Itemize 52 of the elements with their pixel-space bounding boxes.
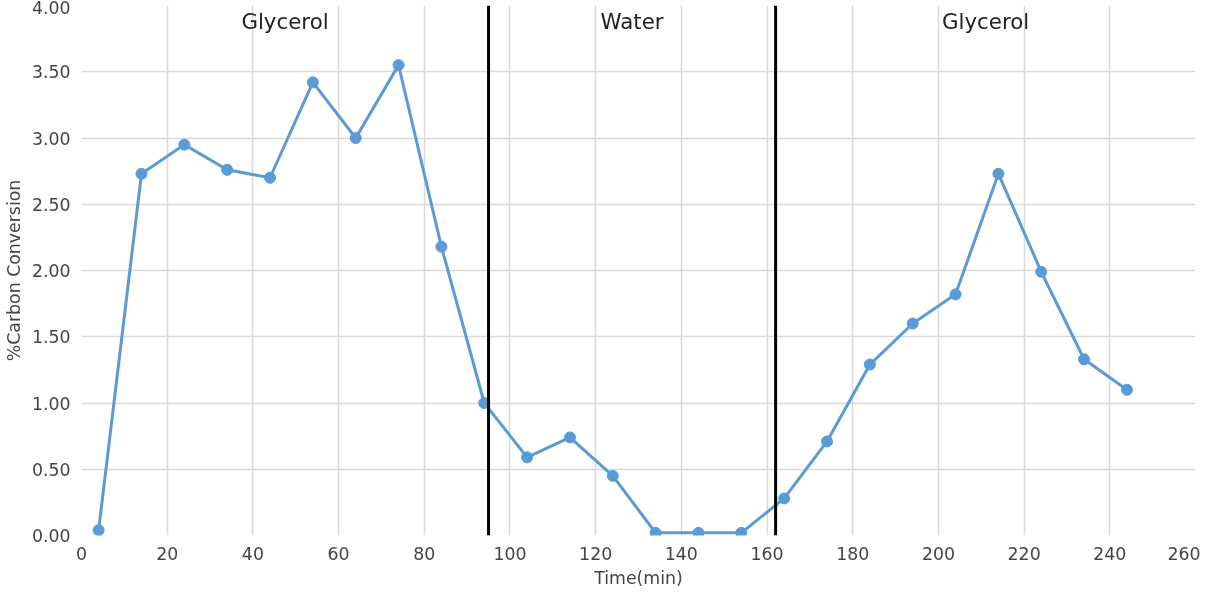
- x-tick-label: 160: [750, 543, 784, 564]
- y-tick-label: 0.00: [31, 526, 71, 546]
- x-tick-label: 40: [241, 543, 264, 564]
- y-tick-label: 1.50: [31, 327, 71, 348]
- point: [1120, 383, 1133, 396]
- point: [306, 76, 319, 89]
- x-tick-label: 240: [1093, 543, 1127, 564]
- point: [221, 163, 234, 176]
- y-tick-label: 1.00: [31, 393, 71, 414]
- point: [821, 435, 834, 448]
- x-tick-label: 140: [664, 543, 698, 564]
- point: [392, 59, 405, 72]
- point: [692, 526, 705, 536]
- point: [1078, 353, 1091, 366]
- point: [906, 317, 919, 330]
- point: [435, 240, 448, 253]
- point: [992, 167, 1005, 180]
- point: [606, 469, 619, 482]
- point: [735, 526, 748, 536]
- y-tick-label: 2.00: [31, 261, 71, 281]
- y-tick-label: 2.50: [31, 194, 71, 215]
- x-tick-label: 180: [836, 543, 870, 564]
- x-tick-label: 20: [156, 543, 179, 564]
- x-tick-label: 100: [493, 543, 527, 564]
- x-tick-label: 260: [1167, 543, 1201, 564]
- point: [135, 167, 148, 180]
- x-tick-label: 60: [327, 543, 350, 564]
- y-tick-label: 3.00: [31, 128, 71, 149]
- point: [264, 171, 277, 184]
- annotation: Glycerol: [941, 9, 1030, 34]
- point: [863, 358, 876, 371]
- x-axis-title: Time(min): [593, 567, 683, 588]
- point: [1035, 265, 1048, 278]
- y-tick-label: 0.50: [31, 459, 71, 480]
- point: [92, 524, 105, 536]
- annotation: Water: [600, 9, 664, 34]
- annotation: Glycerol: [241, 9, 329, 34]
- point: [178, 138, 191, 151]
- point: [649, 526, 662, 536]
- point: [521, 451, 534, 464]
- y-tick-label: 3.50: [31, 62, 71, 83]
- point: [778, 492, 791, 505]
- y-tick-label: 4.00: [31, 0, 71, 18]
- point: [949, 288, 962, 301]
- x-tick-label: 80: [413, 543, 436, 564]
- point: [563, 431, 576, 444]
- x-tick-label: 120: [579, 543, 613, 564]
- x-tick-label: 200: [921, 543, 955, 564]
- x-tick-label: 0: [75, 543, 88, 564]
- y-axis-title: %Carbon Conversion: [3, 179, 24, 362]
- x-tick-label: 220: [1007, 543, 1041, 564]
- point: [349, 132, 362, 144]
